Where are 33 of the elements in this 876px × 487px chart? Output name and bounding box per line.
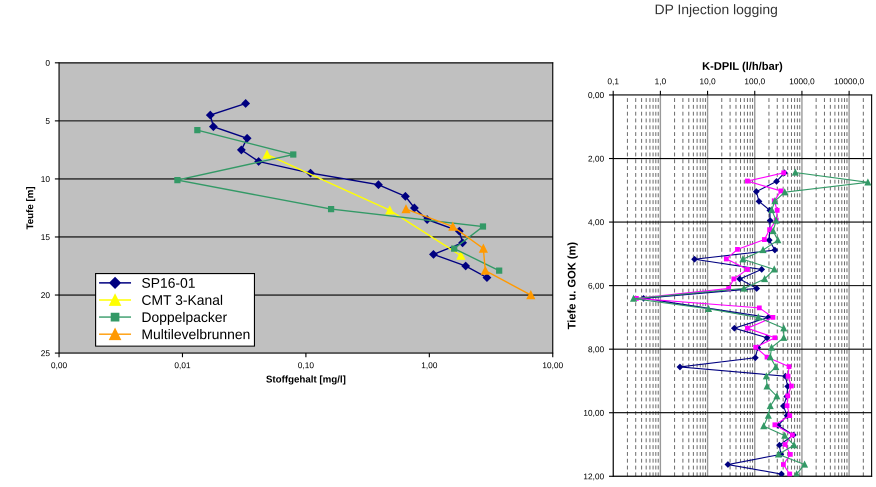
y-tick-label: 10 [41, 176, 50, 182]
x-tick-label: 1,0 [655, 78, 666, 86]
x-tick-label: 0,10 [298, 362, 314, 370]
x-tick-label: 1,00 [422, 362, 438, 370]
y-axis-title: Teufe [m] [26, 186, 36, 230]
y-axis-title: Tiefe u. GOK (m) [567, 242, 578, 330]
x-tick-label: 0,01 [174, 362, 190, 370]
y-tick-label: 15 [41, 234, 50, 240]
y-tick-label: 25 [41, 350, 50, 356]
y-tick-label: 8,00 [588, 346, 604, 354]
x-tick-label: 0,00 [51, 362, 67, 370]
y-tick-label: 20 [41, 292, 50, 298]
x-tick-label: 100,0 [744, 78, 765, 86]
y-tick-label: 12,00 [584, 473, 604, 480]
x-tick-label: 1000,0 [790, 78, 814, 86]
y-tick-label: 4,00 [588, 219, 604, 226]
legend-label: Multilevelbrunnen [142, 329, 250, 340]
legend-label: Doppelpacker [142, 312, 227, 325]
x-tick-label: 10,00 [542, 362, 563, 370]
x-tick-label: 10000,0 [834, 78, 864, 86]
y-tick-label: 5 [46, 118, 50, 124]
x-tick-label: 0,1 [608, 78, 619, 86]
y-tick-label: 10,00 [584, 410, 604, 417]
legend-label: SP16-01 [142, 278, 195, 288]
y-tick-label: 0,00 [588, 92, 604, 100]
chart-title: DP Injection logging [656, 4, 777, 18]
y-tick-label: 6,00 [588, 282, 604, 290]
x-axis-title: K-DPIL (l/h/bar) [702, 62, 782, 72]
x-tick-label: 10,0 [700, 78, 716, 86]
legend-label: CMT 3-Kanal [142, 294, 222, 305]
x-axis-title: Stoffgehalt [mg/l] [266, 375, 346, 385]
y-tick-label: 0 [46, 60, 50, 66]
y-tick-label: 2,00 [588, 156, 604, 163]
